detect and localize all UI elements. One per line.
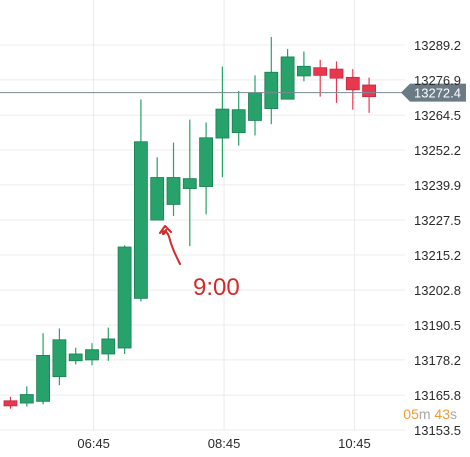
y-tick-label: 13178.2 — [414, 353, 461, 368]
countdown-minutes: 05 — [403, 406, 419, 422]
y-tick-label: 13190.5 — [414, 318, 461, 333]
candle-body — [133, 141, 148, 299]
y-tick-label: 13289.2 — [414, 38, 461, 53]
candle-body — [182, 178, 197, 189]
candle-body — [264, 71, 279, 109]
y-tick-label: 13215.2 — [414, 248, 461, 263]
candle-body — [166, 177, 181, 205]
price-tag — [401, 83, 466, 102]
countdown-seconds: 43 — [434, 406, 450, 422]
y-tick-label: 13165.8 — [414, 388, 461, 403]
candle-body — [215, 108, 230, 139]
candle-body — [150, 177, 165, 221]
candle-body — [231, 109, 246, 134]
y-tick-label: 13202.8 — [414, 283, 461, 298]
candle-body — [199, 137, 214, 187]
candle-body — [329, 68, 344, 79]
candle-body — [117, 246, 132, 349]
countdown-minutes-unit: m — [418, 406, 431, 422]
y-tick-label: 13252.2 — [414, 143, 461, 158]
candle-body — [68, 353, 83, 362]
candle-body — [345, 76, 360, 91]
y-tick-label: 13264.5 — [414, 108, 461, 123]
annotation-label: 9:00 — [193, 274, 240, 301]
x-tick-label: 06:45 — [77, 436, 110, 451]
candle-body — [19, 394, 34, 404]
y-tick-label: 13239.9 — [414, 178, 461, 193]
candle-body — [3, 400, 18, 407]
y-tick-label: 13227.5 — [414, 213, 461, 228]
annotation-arrow — [159, 225, 181, 265]
price-tag-label: 13272.4 — [414, 86, 461, 101]
y-tick-label: 13276.9 — [414, 73, 461, 88]
x-axis: 06:45 08:45 10:45 — [77, 436, 370, 451]
candle-body — [313, 67, 328, 76]
candle-body — [85, 349, 99, 361]
hand-annotation: 9:00 — [159, 225, 240, 301]
y-tick-label: 13153.5 — [414, 423, 461, 438]
candle-body — [362, 84, 377, 98]
candle-body — [36, 354, 50, 402]
candle-body — [296, 65, 311, 77]
candle-countdown: 05m 43s — [403, 406, 457, 422]
candle-body — [52, 339, 67, 378]
candle-series — [3, 37, 377, 409]
current-price-line: 13272.4 — [0, 83, 466, 102]
x-tick-label: 08:45 — [208, 436, 241, 451]
y-axis: 13289.2 13276.9 13264.5 13252.2 13239.9 13227… — [414, 38, 461, 438]
candle-body — [280, 56, 295, 100]
countdown-seconds-unit: s — [450, 406, 457, 422]
candle-body — [101, 338, 116, 355]
x-tick-label: 10:45 — [338, 436, 371, 451]
candle-body — [248, 92, 262, 121]
